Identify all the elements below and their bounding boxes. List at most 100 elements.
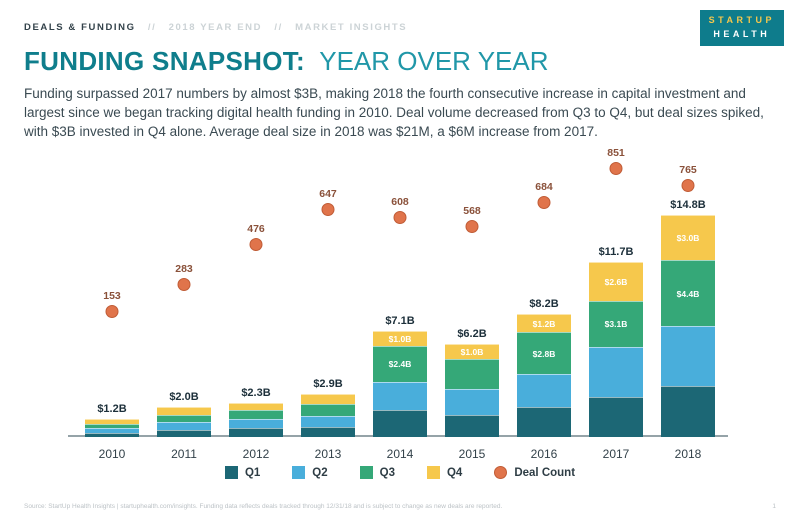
bar-column: $1.0B $6.2B 568 2015 bbox=[436, 132, 508, 461]
bar-segment-q3 bbox=[301, 404, 355, 416]
breadcrumb: DEALS & FUNDING // 2018 YEAR END // MARK… bbox=[24, 22, 407, 33]
bar-total-label: $1.2B bbox=[97, 403, 127, 415]
bar-segment-q4: $1.0B bbox=[445, 344, 499, 359]
bar-segment-q1 bbox=[85, 432, 139, 437]
stacked-bar bbox=[229, 402, 283, 437]
legend-item-deal-count: Deal Count bbox=[494, 466, 575, 479]
bar-segment-q1 bbox=[373, 410, 427, 437]
deal-count-value: 568 bbox=[463, 204, 481, 217]
deal-count-dot bbox=[177, 278, 191, 291]
bar-segment-q4: $2.6B bbox=[589, 261, 643, 301]
bar-segment-q3 bbox=[445, 359, 499, 389]
deal-count-value: 476 bbox=[247, 223, 265, 236]
bar-total-label: $8.2B bbox=[529, 298, 559, 310]
bar-segment-q1 bbox=[229, 428, 283, 437]
deal-count-dot bbox=[249, 238, 263, 252]
deal-count-dot bbox=[537, 195, 551, 209]
bar-segment-q2 bbox=[661, 326, 715, 386]
bar-segment-q2 bbox=[373, 381, 427, 410]
legend-label-q2: Q2 bbox=[312, 466, 328, 479]
kicker-primary: DEALS & FUNDING bbox=[24, 22, 136, 33]
x-axis-label: 2011 bbox=[171, 447, 197, 461]
bar-total-label: $2.3B bbox=[241, 386, 271, 399]
legend-item-q4: Q4 bbox=[426, 466, 463, 479]
deal-count-value: 283 bbox=[175, 263, 193, 275]
bar-segment-q4 bbox=[157, 407, 211, 415]
legend-label-q3: Q3 bbox=[379, 466, 395, 479]
bar-segment-q2 bbox=[589, 347, 643, 397]
deal-count-value: 765 bbox=[679, 164, 697, 177]
bar-column: $2.0B 283 2011 bbox=[148, 132, 220, 461]
kicker-divider: // bbox=[147, 22, 157, 33]
bar-segment-q2 bbox=[301, 416, 355, 427]
stacked-bar: $2.4B $1.0B bbox=[373, 330, 427, 437]
bar-segment-q2 bbox=[85, 428, 139, 433]
page-number: 1 bbox=[772, 503, 776, 510]
stacked-bar: $1.0B bbox=[445, 344, 499, 437]
x-axis-label: 2010 bbox=[98, 447, 126, 461]
kicker-secondary: 2018 YEAR END bbox=[168, 22, 263, 33]
deal-count-dot bbox=[321, 203, 335, 217]
stacked-bar bbox=[157, 407, 211, 437]
bar-total-label: $2.0B bbox=[169, 391, 199, 403]
deal-count-dot bbox=[465, 219, 479, 233]
q4-swatch-icon bbox=[426, 466, 440, 479]
bar-segment-q2 bbox=[229, 419, 283, 428]
legend-label-q4: Q4 bbox=[446, 466, 463, 479]
bar-segment-q3 bbox=[85, 423, 139, 428]
bar-column: $2.8B $1.2B $8.2B 684 2016 bbox=[508, 132, 580, 461]
bar-total-label: $7.1B bbox=[385, 314, 415, 327]
bar-segment-q2 bbox=[517, 374, 571, 407]
stacked-bar: $4.4B $3.0B bbox=[661, 215, 715, 437]
stacked-bar: $2.8B $1.2B bbox=[517, 314, 571, 437]
legend-label-q1: Q1 bbox=[244, 466, 261, 479]
deal-count-value: 153 bbox=[103, 289, 121, 302]
chart-plot: $1.2B 153 2010 $2.0B 283 2011 $2.3B 476 2012 $2.9… bbox=[68, 132, 728, 461]
bar-total-label: $2.9B bbox=[313, 377, 343, 390]
bar-total-label: $6.2B bbox=[457, 328, 487, 340]
kicker-divider-2: // bbox=[274, 22, 283, 33]
bar-total-label: $14.8B bbox=[670, 199, 706, 211]
bar-segment-q4: $1.0B bbox=[373, 330, 427, 346]
bar-total-label: $11.7B bbox=[598, 245, 634, 258]
page-title: FUNDING SNAPSHOT: YEAR OVER YEAR bbox=[24, 46, 549, 77]
bar-column: $1.2B 153 2010 bbox=[76, 132, 148, 461]
bar-segment-q3 bbox=[157, 414, 211, 422]
bar-segment-q4 bbox=[85, 419, 139, 424]
bar-segment-q1 bbox=[589, 396, 643, 437]
deal-count-value: 684 bbox=[535, 180, 553, 193]
logo-line-health: HEALTH bbox=[713, 28, 771, 39]
bar-segment-q3: $2.8B bbox=[517, 332, 571, 374]
bar-column: $3.1B $2.6B $11.7B 851 2017 bbox=[580, 132, 652, 461]
deal-count-dot bbox=[609, 161, 623, 175]
stacked-bar bbox=[85, 419, 139, 437]
deal-count-dot-icon bbox=[494, 466, 508, 479]
x-axis-label: 2016 bbox=[530, 447, 558, 461]
bar-column: $2.3B 476 2012 bbox=[220, 132, 292, 461]
bar-segment-q4: $3.0B bbox=[661, 215, 715, 260]
bar-segment-q3: $2.4B bbox=[373, 345, 427, 382]
intro-paragraph: Funding surpassed 2017 numbers by almost… bbox=[24, 86, 764, 140]
deal-count-dot bbox=[393, 211, 407, 225]
stacked-bar: $3.1B $2.6B bbox=[589, 261, 643, 437]
bar-segment-q4: $1.2B bbox=[517, 314, 571, 332]
bar-segment-q3: $4.4B bbox=[661, 260, 715, 326]
bar-segment-q1 bbox=[445, 414, 499, 437]
startup-health-logo: STARTUP HEALTH bbox=[699, 10, 784, 46]
bar-segment-q1 bbox=[517, 407, 571, 437]
bar-segment-q1 bbox=[157, 429, 211, 437]
deal-count-value: 851 bbox=[607, 146, 625, 159]
legend-item-q1: Q1 bbox=[224, 466, 261, 479]
bar-segment-q1 bbox=[301, 426, 355, 437]
footer: Source: StartUp Health Insights | startu… bbox=[24, 503, 776, 510]
bar-segment-q2 bbox=[445, 389, 499, 415]
deal-count-dot bbox=[681, 179, 695, 193]
bar-segment-q3 bbox=[229, 410, 283, 419]
x-axis-label: 2013 bbox=[314, 447, 342, 461]
chart-legend: Q1 Q2 Q3 Q4 Deal Count bbox=[0, 466, 800, 479]
q2-swatch-icon bbox=[292, 466, 306, 479]
kicker-tertiary: MARKET INSIGHTS bbox=[295, 22, 408, 33]
deal-count-value: 608 bbox=[391, 196, 409, 209]
source-note: Source: StartUp Health Insights | startu… bbox=[24, 503, 503, 510]
page-title-light: YEAR OVER YEAR bbox=[319, 46, 549, 76]
